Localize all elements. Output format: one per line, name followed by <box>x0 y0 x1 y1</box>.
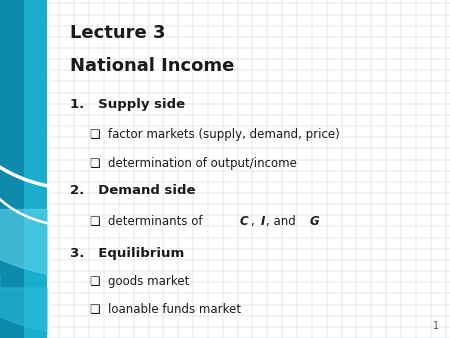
Text: 1: 1 <box>432 321 439 331</box>
Text: C: C <box>240 215 248 227</box>
Text: Lecture 3: Lecture 3 <box>70 24 165 42</box>
Text: ,: , <box>251 215 259 227</box>
Text: ❑  determination of output/income: ❑ determination of output/income <box>90 157 297 170</box>
Text: ❑  determinants of: ❑ determinants of <box>90 215 206 227</box>
Polygon shape <box>0 210 47 281</box>
Text: G: G <box>310 215 320 227</box>
Text: ❑  loanable funds market: ❑ loanable funds market <box>90 303 241 315</box>
FancyBboxPatch shape <box>0 0 23 338</box>
Text: 1.   Supply side: 1. Supply side <box>70 98 185 111</box>
Text: ❑  factor markets (supply, demand, price): ❑ factor markets (supply, demand, price) <box>90 128 340 141</box>
Polygon shape <box>0 276 47 335</box>
Text: , and: , and <box>266 215 300 227</box>
Text: National Income: National Income <box>70 57 234 75</box>
Text: ❑  goods market: ❑ goods market <box>90 275 189 288</box>
Text: I: I <box>261 215 265 227</box>
Text: 3.   Equilibrium: 3. Equilibrium <box>70 247 184 260</box>
Text: 2.   Demand side: 2. Demand side <box>70 184 195 197</box>
FancyBboxPatch shape <box>0 0 47 338</box>
